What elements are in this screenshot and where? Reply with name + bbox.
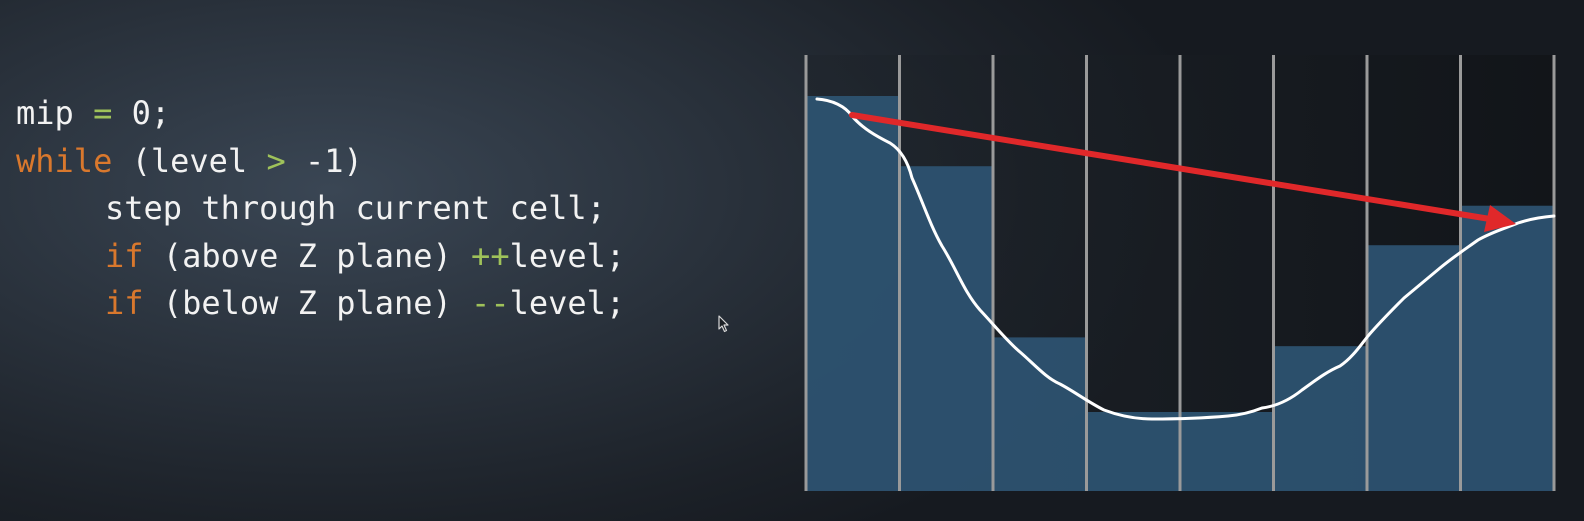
mip-cell-3	[993, 337, 1087, 491]
mip-cell-8	[1460, 205, 1554, 491]
mip-cell-4	[1086, 412, 1180, 491]
arrow-head-icon	[1484, 205, 1516, 232]
code-var-mip: mip	[16, 94, 74, 132]
ray-arrow	[849, 112, 1516, 232]
code-cond-open: (level	[131, 141, 248, 180]
code-keyword-while: while	[16, 141, 113, 180]
code-increment-operator: ++	[471, 236, 510, 275]
code-line-1: mip = 0;	[16, 90, 625, 138]
grid-lines	[804, 55, 1556, 491]
code-keyword-if: if	[105, 284, 144, 322]
code-compare-operator: >	[266, 141, 286, 180]
code-level-target: level;	[509, 284, 626, 322]
mip-cell-6	[1273, 346, 1367, 491]
code-line-4: if (above Z plane) ++level;	[16, 233, 625, 281]
mip-cell-7	[1367, 245, 1461, 491]
code-assign-operator: =	[93, 94, 113, 132]
code-line-5: if (below Z plane) --level;	[16, 280, 625, 328]
code-line-3: step through current cell;	[16, 185, 625, 233]
code-cond-below: (below Z plane)	[162, 284, 452, 322]
code-level-target: level;	[509, 236, 626, 275]
code-value: 0;	[131, 94, 171, 132]
mip-cell-5	[1180, 412, 1274, 491]
code-block: mip = 0; while (level > -1) step through c…	[16, 90, 625, 328]
code-step-statement: step through current cell;	[105, 189, 606, 227]
mip-cell-2	[899, 166, 993, 491]
code-cond-close: -1)	[304, 141, 363, 180]
mip-cells	[806, 96, 1554, 491]
mip-cell-1	[806, 96, 900, 491]
ray-line	[849, 112, 1493, 222]
mouse-pointer-icon	[718, 315, 729, 333]
code-line-2: while (level > -1)	[16, 138, 625, 186]
code-keyword-if: if	[105, 236, 144, 275]
depth-surface-curve	[815, 97, 1556, 421]
code-decrement-operator: --	[471, 284, 510, 322]
code-cond-above: (above Z plane)	[162, 236, 452, 275]
